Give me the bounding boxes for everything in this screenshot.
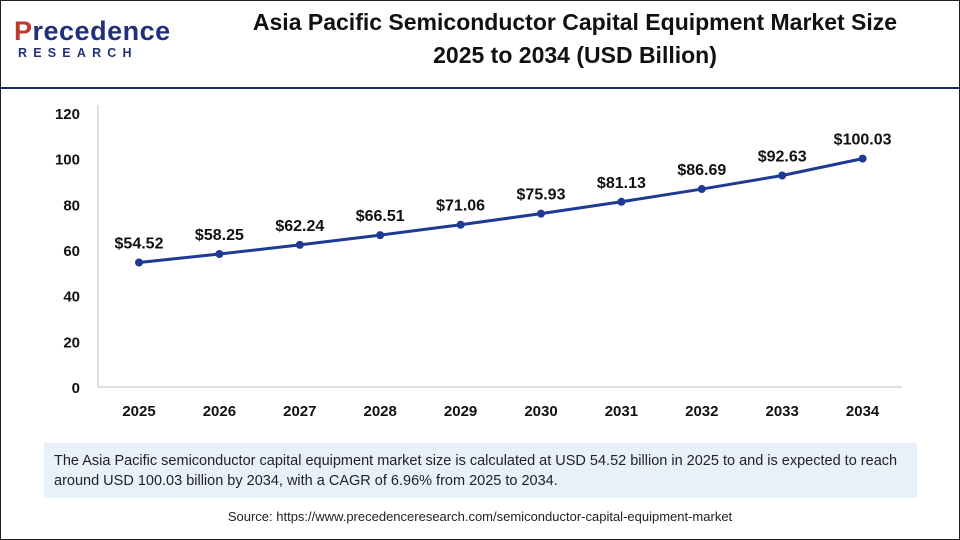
data-label: $81.13 <box>597 175 646 192</box>
summary-note: The Asia Pacific semiconductor capital e… <box>44 443 917 498</box>
data-point <box>778 171 787 180</box>
x-tick-label: 2033 <box>766 403 799 420</box>
y-tick-label: 60 <box>63 243 80 260</box>
y-tick-label: 20 <box>63 334 80 351</box>
y-tick-label: 40 <box>63 289 80 306</box>
data-label: $86.69 <box>677 162 726 179</box>
logo-wordmark: Precedence <box>14 16 171 46</box>
x-tick-label: 2025 <box>122 403 155 420</box>
data-point <box>858 154 867 163</box>
y-tick-label: 100 <box>55 152 80 169</box>
data-point <box>295 240 304 249</box>
y-tick-label: 0 <box>72 380 80 397</box>
line-chart: 0 20 40 60 80 100 120 2025 2026 2027 2028 2029 2030 2… <box>55 105 902 420</box>
header: Precedence RESEARCH Asia Pacific Semicon… <box>0 0 960 87</box>
x-tick-label: 2032 <box>685 403 718 420</box>
data-point <box>135 258 143 267</box>
x-tick-label: 2030 <box>524 403 557 420</box>
data-point <box>376 231 385 240</box>
data-label: $66.51 <box>356 208 405 225</box>
data-point <box>697 185 706 194</box>
data-label: $92.63 <box>758 148 807 165</box>
x-tick-label: 2029 <box>444 403 477 420</box>
source-citation: Source: https://www.precedenceresearch.c… <box>227 509 733 524</box>
data-label: $100.03 <box>834 132 892 149</box>
chart-title-line2: 2025 to 2034 (USD Billion) <box>433 42 717 68</box>
brand-logo: Precedence RESEARCH <box>14 16 170 66</box>
logo-subtitle: RESEARCH <box>18 46 138 60</box>
data-point <box>537 209 545 218</box>
y-tick-label: 80 <box>63 197 80 214</box>
x-tick-label: 2026 <box>203 403 236 420</box>
data-point <box>617 197 626 206</box>
chart-title-line1: Asia Pacific Semiconductor Capital Equip… <box>252 9 898 35</box>
x-tick-label: 2028 <box>364 403 397 420</box>
x-tick-label: 2034 <box>846 403 880 420</box>
data-label: $75.93 <box>517 187 566 204</box>
x-tick-label: 2031 <box>605 403 638 420</box>
data-point <box>456 220 465 229</box>
data-label: $62.24 <box>275 218 324 235</box>
header-divider <box>0 87 960 89</box>
x-tick-label: 2027 <box>283 403 316 420</box>
data-label: $54.52 <box>115 236 164 253</box>
logo-initial: P <box>14 16 33 46</box>
y-tick-label: 120 <box>55 106 80 123</box>
series-line <box>138 157 863 265</box>
data-point <box>215 249 224 258</box>
summary-note-text: The Asia Pacific semiconductor capital e… <box>54 453 898 489</box>
logo-name: recedence <box>32 16 171 46</box>
data-label: $58.25 <box>195 227 244 244</box>
chart-title: Asia Pacific Semiconductor Capital Equip… <box>195 6 955 72</box>
data-label: $71.06 <box>436 198 485 215</box>
